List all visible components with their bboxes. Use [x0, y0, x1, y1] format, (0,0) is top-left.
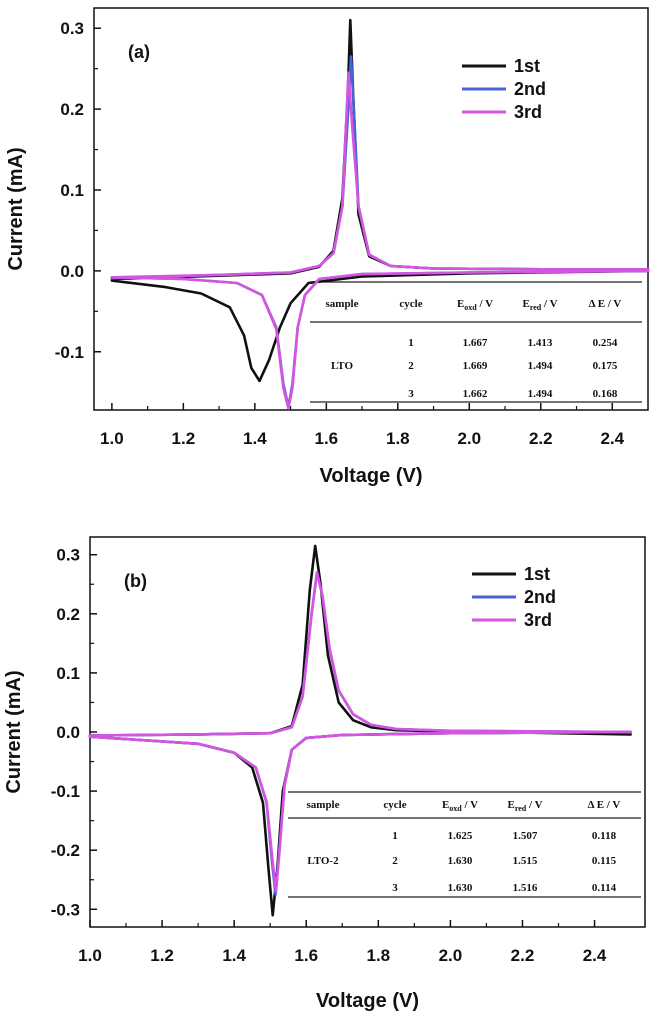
series-line-1st-anodic [110, 18, 650, 281]
x-tick-label: 2.2 [529, 429, 553, 448]
x-tick-label: 1.0 [100, 429, 124, 448]
legend-label: 1st [524, 564, 550, 584]
table-background [310, 282, 642, 402]
table-cell: 1 [392, 830, 398, 842]
series-line-3rd-cathodic [110, 269, 650, 410]
table-cell: 1.516 [513, 882, 538, 894]
table-header: Δ E / V [588, 799, 621, 811]
table-cell: 0.115 [592, 855, 617, 867]
table-cell: 0.118 [592, 830, 617, 842]
table-cell: 1.630 [448, 882, 473, 894]
x-tick-label: 2.4 [583, 946, 607, 965]
table-cell: 1.625 [448, 830, 473, 842]
x-tick-label: 2.0 [457, 429, 481, 448]
legend-label: 2nd [514, 79, 546, 99]
y-tick-label: 0.0 [60, 262, 84, 281]
series-line-3rd-anodic [88, 571, 632, 737]
panel-label: (a) [128, 42, 150, 62]
table-header: sample [326, 298, 359, 310]
x-tick-label: 1.8 [366, 946, 390, 965]
table-cell: 1.630 [448, 855, 473, 867]
table-cell: 3 [392, 882, 398, 894]
series-line-1st-cathodic [110, 269, 650, 383]
table-cell: 1.669 [463, 360, 488, 372]
y-tick-label: 0.3 [56, 546, 80, 565]
x-tick-label: 1.2 [150, 946, 174, 965]
table-header: Eoxd / V [457, 298, 493, 312]
table-header: Δ E / V [589, 298, 622, 310]
x-tick-label: 1.6 [294, 946, 318, 965]
table-header: cycle [383, 799, 406, 811]
table-cell: 1.667 [463, 337, 488, 349]
table-header: sample [307, 799, 340, 811]
y-axis-label: Current (mA) [3, 670, 25, 793]
x-tick-label: 1.4 [222, 946, 246, 965]
table-cell: 2 [408, 360, 414, 372]
legend-label: 3rd [514, 102, 542, 122]
y-tick-label: 0.1 [56, 664, 80, 683]
legend-label: 1st [514, 56, 540, 76]
table-sample-cell: LTO-2 [307, 855, 339, 867]
table-cell: 0.254 [593, 337, 618, 349]
x-tick-label: 1.6 [315, 429, 339, 448]
x-tick-label: 2.0 [439, 946, 463, 965]
table-background [288, 792, 641, 897]
y-tick-label: -0.3 [51, 900, 80, 919]
y-tick-label: -0.1 [55, 343, 84, 362]
x-tick-label: 1.2 [172, 429, 196, 448]
table-cell: 0.175 [593, 360, 618, 372]
table-cell: 1.413 [528, 337, 553, 349]
x-tick-label: 2.2 [511, 946, 535, 965]
y-tick-label: 0.1 [60, 181, 84, 200]
y-tick-label: 0.0 [56, 723, 80, 742]
cv-chart-b: 1.0 1.2 1.4 1.6 1.8 2.0 2.2 2.4 -0.3 -0.2 -0.1 0.0 0… [3, 536, 646, 1012]
panel-label: (b) [124, 571, 147, 591]
y-tick-label: 0.3 [60, 19, 84, 38]
table-header: cycle [399, 298, 422, 310]
y-tick-label: 0.2 [60, 100, 84, 119]
table-cell: 1.507 [513, 830, 538, 842]
table-header: Ered / V [507, 799, 542, 813]
y-axis-label: Current (mA) [5, 147, 27, 270]
legend-label: 2nd [524, 587, 556, 607]
plot-frame [93, 7, 649, 411]
legend-label: 3rd [524, 610, 552, 630]
x-tick-label: 1.4 [243, 429, 267, 448]
x-tick-label: 2.4 [600, 429, 624, 448]
table-header: Ered / V [522, 298, 557, 312]
table-cell: 3 [408, 388, 414, 400]
table-sample-cell: LTO [331, 360, 353, 372]
x-tick-label: 1.0 [78, 946, 102, 965]
table-cell: 1 [408, 337, 414, 349]
table-cell: 0.114 [592, 882, 617, 894]
x-axis-label: Voltage (V) [320, 465, 423, 487]
y-tick-label: 0.2 [56, 605, 80, 624]
x-tick-label: 1.8 [386, 429, 410, 448]
series-line-3rd-cathodic [88, 730, 632, 893]
table-cell: 0.168 [593, 388, 618, 400]
y-tick-label: -0.1 [51, 782, 80, 801]
series-line-3rd-anodic [110, 71, 650, 279]
series-line-2nd-anodic [110, 55, 650, 280]
table-cell: 1.515 [513, 855, 538, 867]
y-tick-label: -0.2 [51, 841, 80, 860]
table-cell: 1.662 [463, 388, 488, 400]
cv-chart-a: 1.0 1.2 1.4 1.6 1.8 2.0 2.2 2.4 -0.1 0.0 0.1 0.2 0.3… [5, 7, 650, 487]
table-cell: 2 [392, 855, 398, 867]
table-cell: 1.494 [528, 388, 553, 400]
table-cell: 1.494 [528, 360, 553, 372]
x-axis-label: Voltage (V) [316, 990, 419, 1012]
table-header: Eoxd / V [442, 799, 478, 813]
